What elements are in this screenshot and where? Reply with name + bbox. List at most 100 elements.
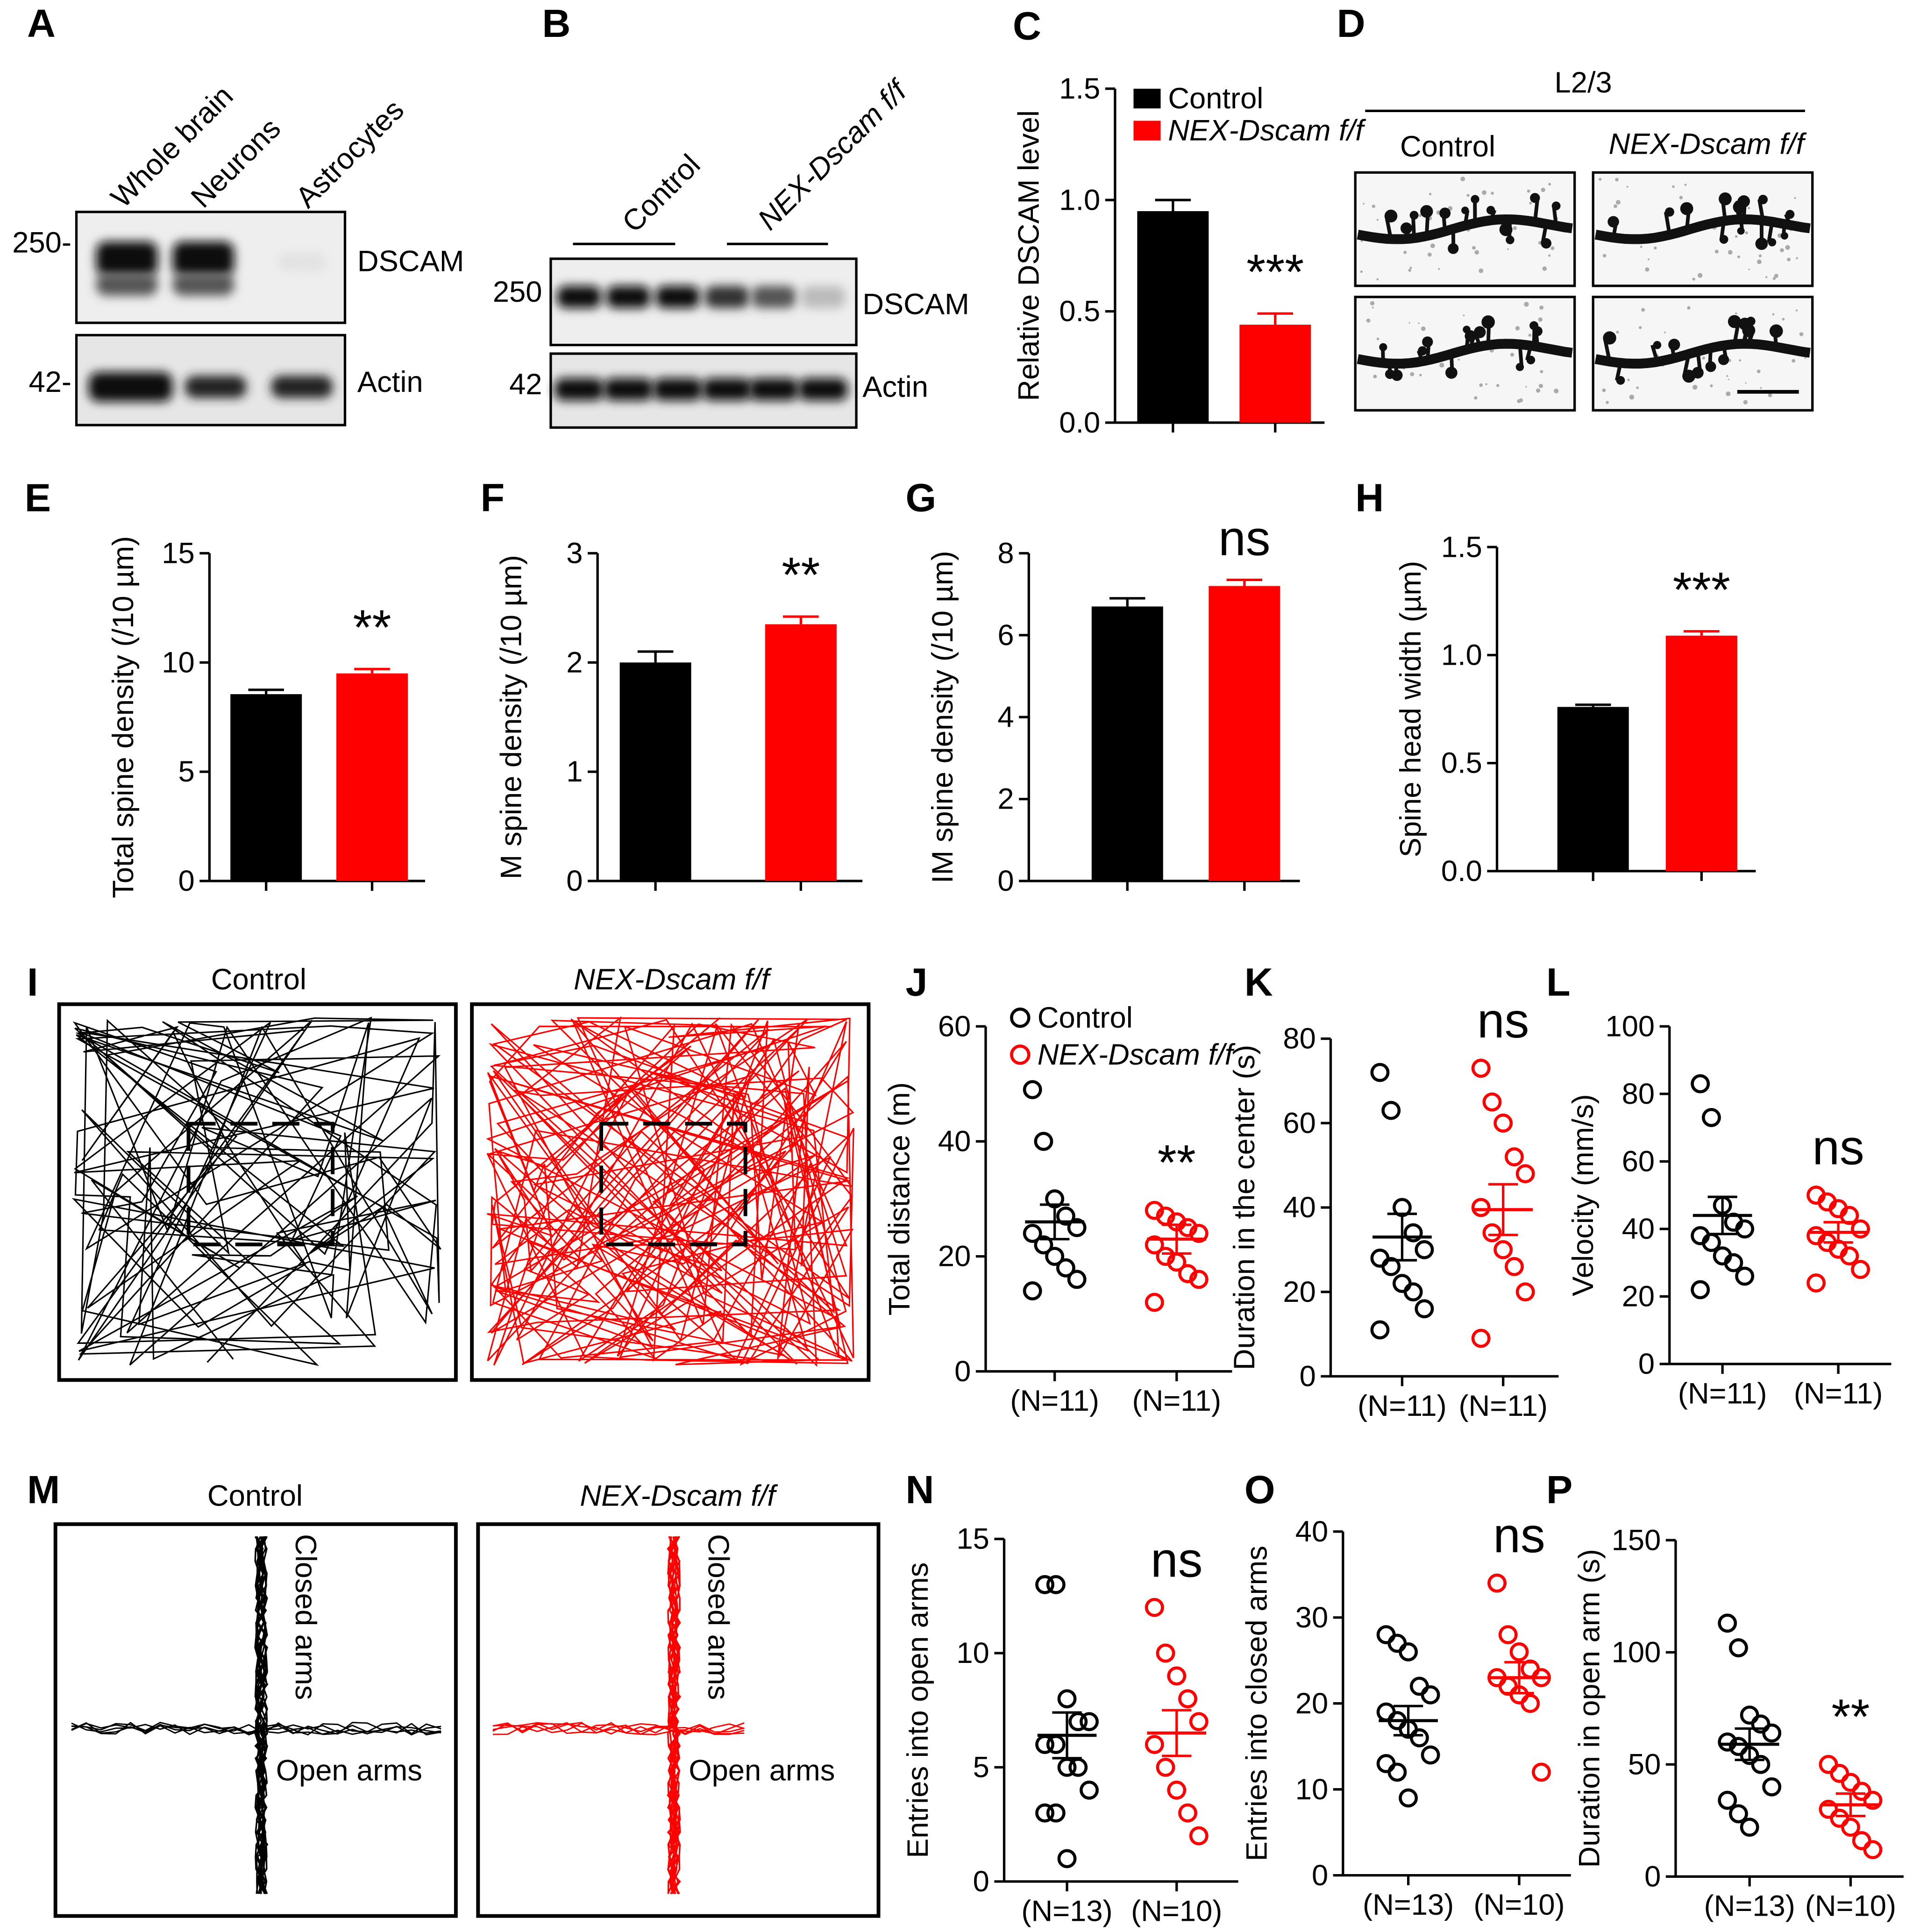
- speckle: [1408, 269, 1412, 272]
- panel-letter: K: [1244, 960, 1273, 1004]
- band: [751, 285, 796, 308]
- marker-label: 42: [509, 368, 542, 401]
- data-point: [1145, 1598, 1164, 1617]
- y-axis-title: Duration in the center (s): [1228, 1045, 1261, 1371]
- significance: **: [782, 547, 820, 603]
- speckle: [1804, 356, 1806, 359]
- bar: [1557, 707, 1629, 871]
- data-point: [1035, 1735, 1055, 1754]
- data-point: [1482, 1223, 1502, 1243]
- y-tick-label: 40: [1295, 1515, 1328, 1548]
- data-point: [1035, 1575, 1055, 1594]
- y-tick-label: 10: [162, 646, 194, 679]
- speckle: [1702, 356, 1705, 360]
- speckle: [1792, 359, 1796, 363]
- group-label: NEX-Dscam f/f: [574, 963, 772, 996]
- arm-label: Closed arms: [289, 1534, 322, 1700]
- data-point: [1505, 1257, 1524, 1276]
- speckle: [1615, 200, 1621, 205]
- track: [492, 1722, 745, 1735]
- x-tick-label: (N=13): [1363, 1889, 1454, 1921]
- significance: **: [353, 600, 391, 655]
- y-tick-label: 8: [997, 537, 1014, 569]
- spine-head: [1473, 326, 1486, 338]
- panel-letter: M: [27, 1468, 60, 1512]
- speckle: [1745, 382, 1747, 384]
- spine-head: [1400, 222, 1413, 234]
- data-point: [1189, 1826, 1209, 1846]
- y-tick-label: 40: [1622, 1213, 1655, 1245]
- speckle: [1430, 243, 1435, 249]
- speckle: [1772, 313, 1775, 316]
- y-tick-label: 0.0: [1441, 855, 1482, 888]
- track: [667, 1536, 681, 1894]
- y-tick-label: 15: [956, 1523, 989, 1556]
- y-tick-label: 0: [973, 1865, 989, 1898]
- data-point: [1735, 1219, 1755, 1239]
- speckle: [1366, 318, 1371, 323]
- speckle: [1794, 197, 1796, 199]
- data-point: [1178, 1803, 1197, 1823]
- y-tick-label: 10: [1295, 1773, 1328, 1806]
- y-axis-title: IM spine density (/10 µm): [926, 551, 959, 883]
- protein-label: DSCAM: [357, 245, 464, 277]
- data-point: [1056, 1258, 1075, 1278]
- y-axis-title: Total spine density (/10 µm): [107, 536, 140, 898]
- y-tick-label: 0.0: [1059, 406, 1100, 439]
- x-tick-label: (N=11): [1010, 1385, 1099, 1417]
- dendrite: [1594, 339, 1811, 369]
- speckle: [1541, 187, 1545, 192]
- speckle: [1372, 306, 1374, 309]
- data-point: [1045, 1189, 1065, 1208]
- spine-head: [1439, 207, 1451, 219]
- speckle: [1626, 185, 1628, 188]
- y-tick-label: 80: [1283, 1023, 1315, 1055]
- marker-label: 250: [493, 276, 542, 308]
- center-zone: [599, 1122, 747, 1247]
- data-point: [1735, 1266, 1755, 1286]
- speckle: [1376, 278, 1379, 281]
- y-tick-label: 5: [973, 1751, 989, 1784]
- speckle: [1527, 189, 1530, 193]
- panel-letter: O: [1244, 1468, 1275, 1512]
- data-point: [1718, 1613, 1737, 1633]
- significance: ns: [1151, 1532, 1202, 1587]
- y-tick-label: 100: [1612, 1636, 1661, 1669]
- y-tick-label: 20: [1622, 1280, 1655, 1313]
- speckle: [1474, 250, 1479, 255]
- band: [172, 242, 235, 276]
- speckle: [1427, 252, 1432, 257]
- data-point: [1482, 1092, 1502, 1112]
- x-tick-label: (N=10): [1131, 1895, 1222, 1927]
- data-point: [1057, 1849, 1077, 1868]
- speckle: [1638, 326, 1642, 329]
- spine: [1650, 344, 1659, 362]
- speckle: [1614, 204, 1617, 208]
- speckle: [1606, 401, 1609, 404]
- band: [798, 378, 848, 401]
- significance: ***: [1673, 562, 1730, 618]
- speckle: [1360, 270, 1363, 273]
- band: [653, 378, 703, 401]
- data-point: [1403, 1282, 1423, 1302]
- y-tick-label: 1.5: [1441, 531, 1482, 563]
- band: [801, 285, 846, 308]
- data-point: [1056, 1207, 1075, 1226]
- legend-label: NEX-Dscam f/f: [1038, 1038, 1236, 1071]
- spine-head: [1541, 238, 1552, 249]
- spine-head: [1616, 376, 1625, 385]
- data-point: [1403, 1223, 1423, 1243]
- speckle: [1774, 274, 1778, 278]
- data-point: [1145, 1235, 1164, 1255]
- band: [96, 273, 158, 296]
- y-tick-label: 0: [1644, 1860, 1661, 1893]
- data-point: [1840, 1206, 1859, 1225]
- speckle: [1795, 309, 1798, 312]
- y-axis-title: Velocity (mm/s): [1567, 1094, 1600, 1296]
- data-point: [1691, 1074, 1710, 1094]
- track: [71, 1722, 441, 1736]
- spine: [1518, 344, 1524, 368]
- data-point: [1145, 1293, 1164, 1312]
- band: [185, 376, 247, 398]
- speckle: [1687, 306, 1691, 310]
